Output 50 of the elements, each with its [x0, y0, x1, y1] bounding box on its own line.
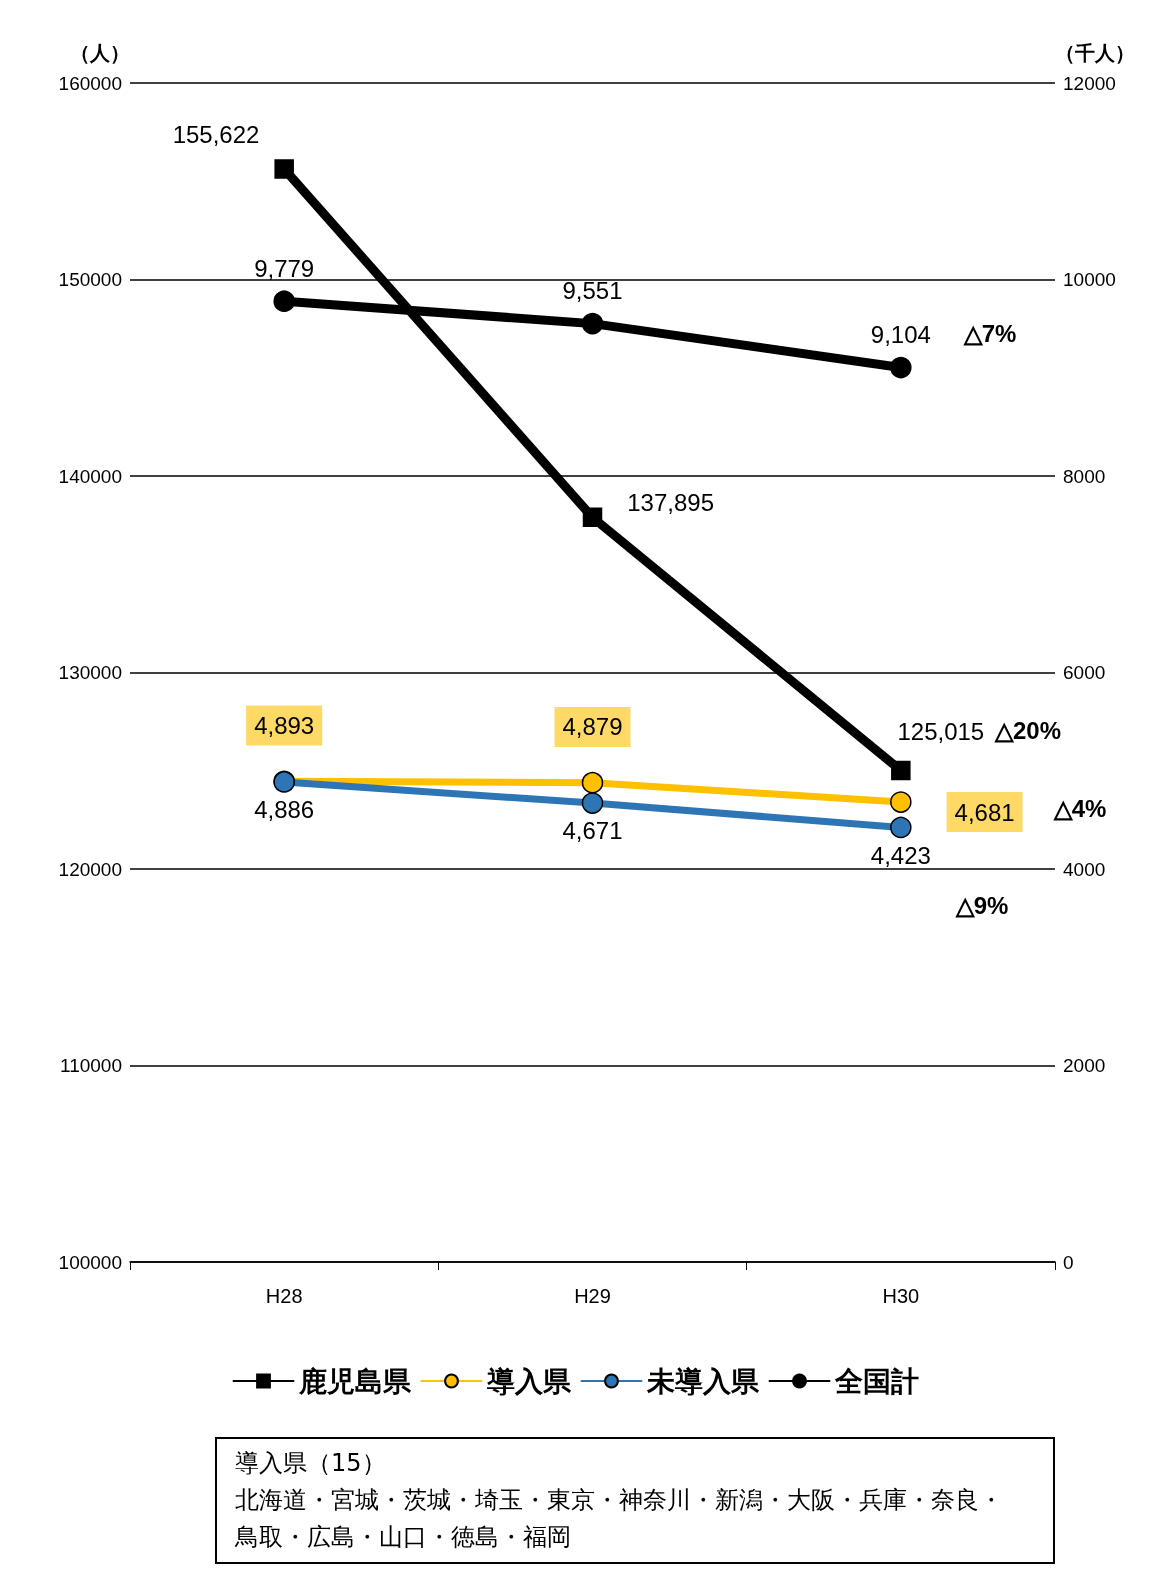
point [890, 816, 912, 839]
point [581, 792, 604, 814]
point [274, 159, 294, 179]
note-box: 導入県（15） 北海道・宮城・茨城・埼玉・東京・神奈川・新潟・大阪・兵庫・奈良・ 鳥取・広島・山口・徳島・福岡 [215, 1437, 1055, 1564]
point [273, 290, 295, 312]
y-tick-label: 110000 [60, 1055, 122, 1076]
x-tick-label: H30 [882, 1285, 920, 1307]
legend-label: 鹿児島県 [297, 1365, 412, 1397]
data-label: 9,779 [254, 254, 315, 282]
y2-tick-label: 6000 [1063, 662, 1106, 683]
annotation: △9% [954, 891, 1009, 919]
y-tick-label: 130000 [58, 662, 122, 683]
y2-tick-label: 10000 [1063, 269, 1116, 290]
x-tick-label: H29 [574, 1285, 611, 1307]
point [890, 791, 912, 813]
data-label: 4,423 [870, 841, 931, 869]
y-tick-label: 140000 [58, 465, 122, 487]
y2-tick-label: 4000 [1063, 858, 1106, 880]
annotation: △7% [962, 319, 1017, 347]
legend-label: 全国計 [833, 1365, 919, 1397]
y-tick-label: 120000 [58, 858, 122, 880]
data-label: 4,681 [954, 798, 1015, 826]
data-label: 137,895 [627, 488, 715, 516]
y2-axis-title: （千人） [1055, 42, 1135, 64]
y2-tick-label: 12000 [1063, 72, 1116, 94]
point [890, 356, 912, 379]
point [581, 312, 604, 335]
data-label: 9,104 [870, 321, 931, 349]
y-tick-label: 100000 [58, 1251, 122, 1273]
point [582, 507, 603, 528]
annotation: △4% [1052, 794, 1107, 822]
data-label: 155,622 [172, 120, 260, 148]
point [891, 760, 911, 781]
data-label: 4,886 [254, 796, 315, 824]
y-axis-title: （人） [70, 42, 130, 64]
y-tick-label: 160000 [58, 72, 122, 94]
data-label: 4,893 [254, 712, 315, 740]
data-label: 4,671 [562, 817, 623, 845]
annotation: △20% [993, 716, 1062, 744]
data-label: 9,551 [562, 277, 623, 305]
legend-label: 未導入県 [645, 1365, 760, 1397]
data-label: 4,879 [562, 713, 623, 741]
legend-label: 導入県 [485, 1365, 572, 1397]
data-label: 125,015 [897, 718, 985, 746]
y2-tick-label: 0 [1063, 1251, 1074, 1273]
y2-tick-label: 2000 [1063, 1055, 1106, 1076]
x-tick-label: H28 [265, 1285, 303, 1307]
y-tick-label: 150000 [58, 269, 122, 290]
point [581, 771, 604, 794]
y2-tick-label: 8000 [1063, 465, 1106, 487]
